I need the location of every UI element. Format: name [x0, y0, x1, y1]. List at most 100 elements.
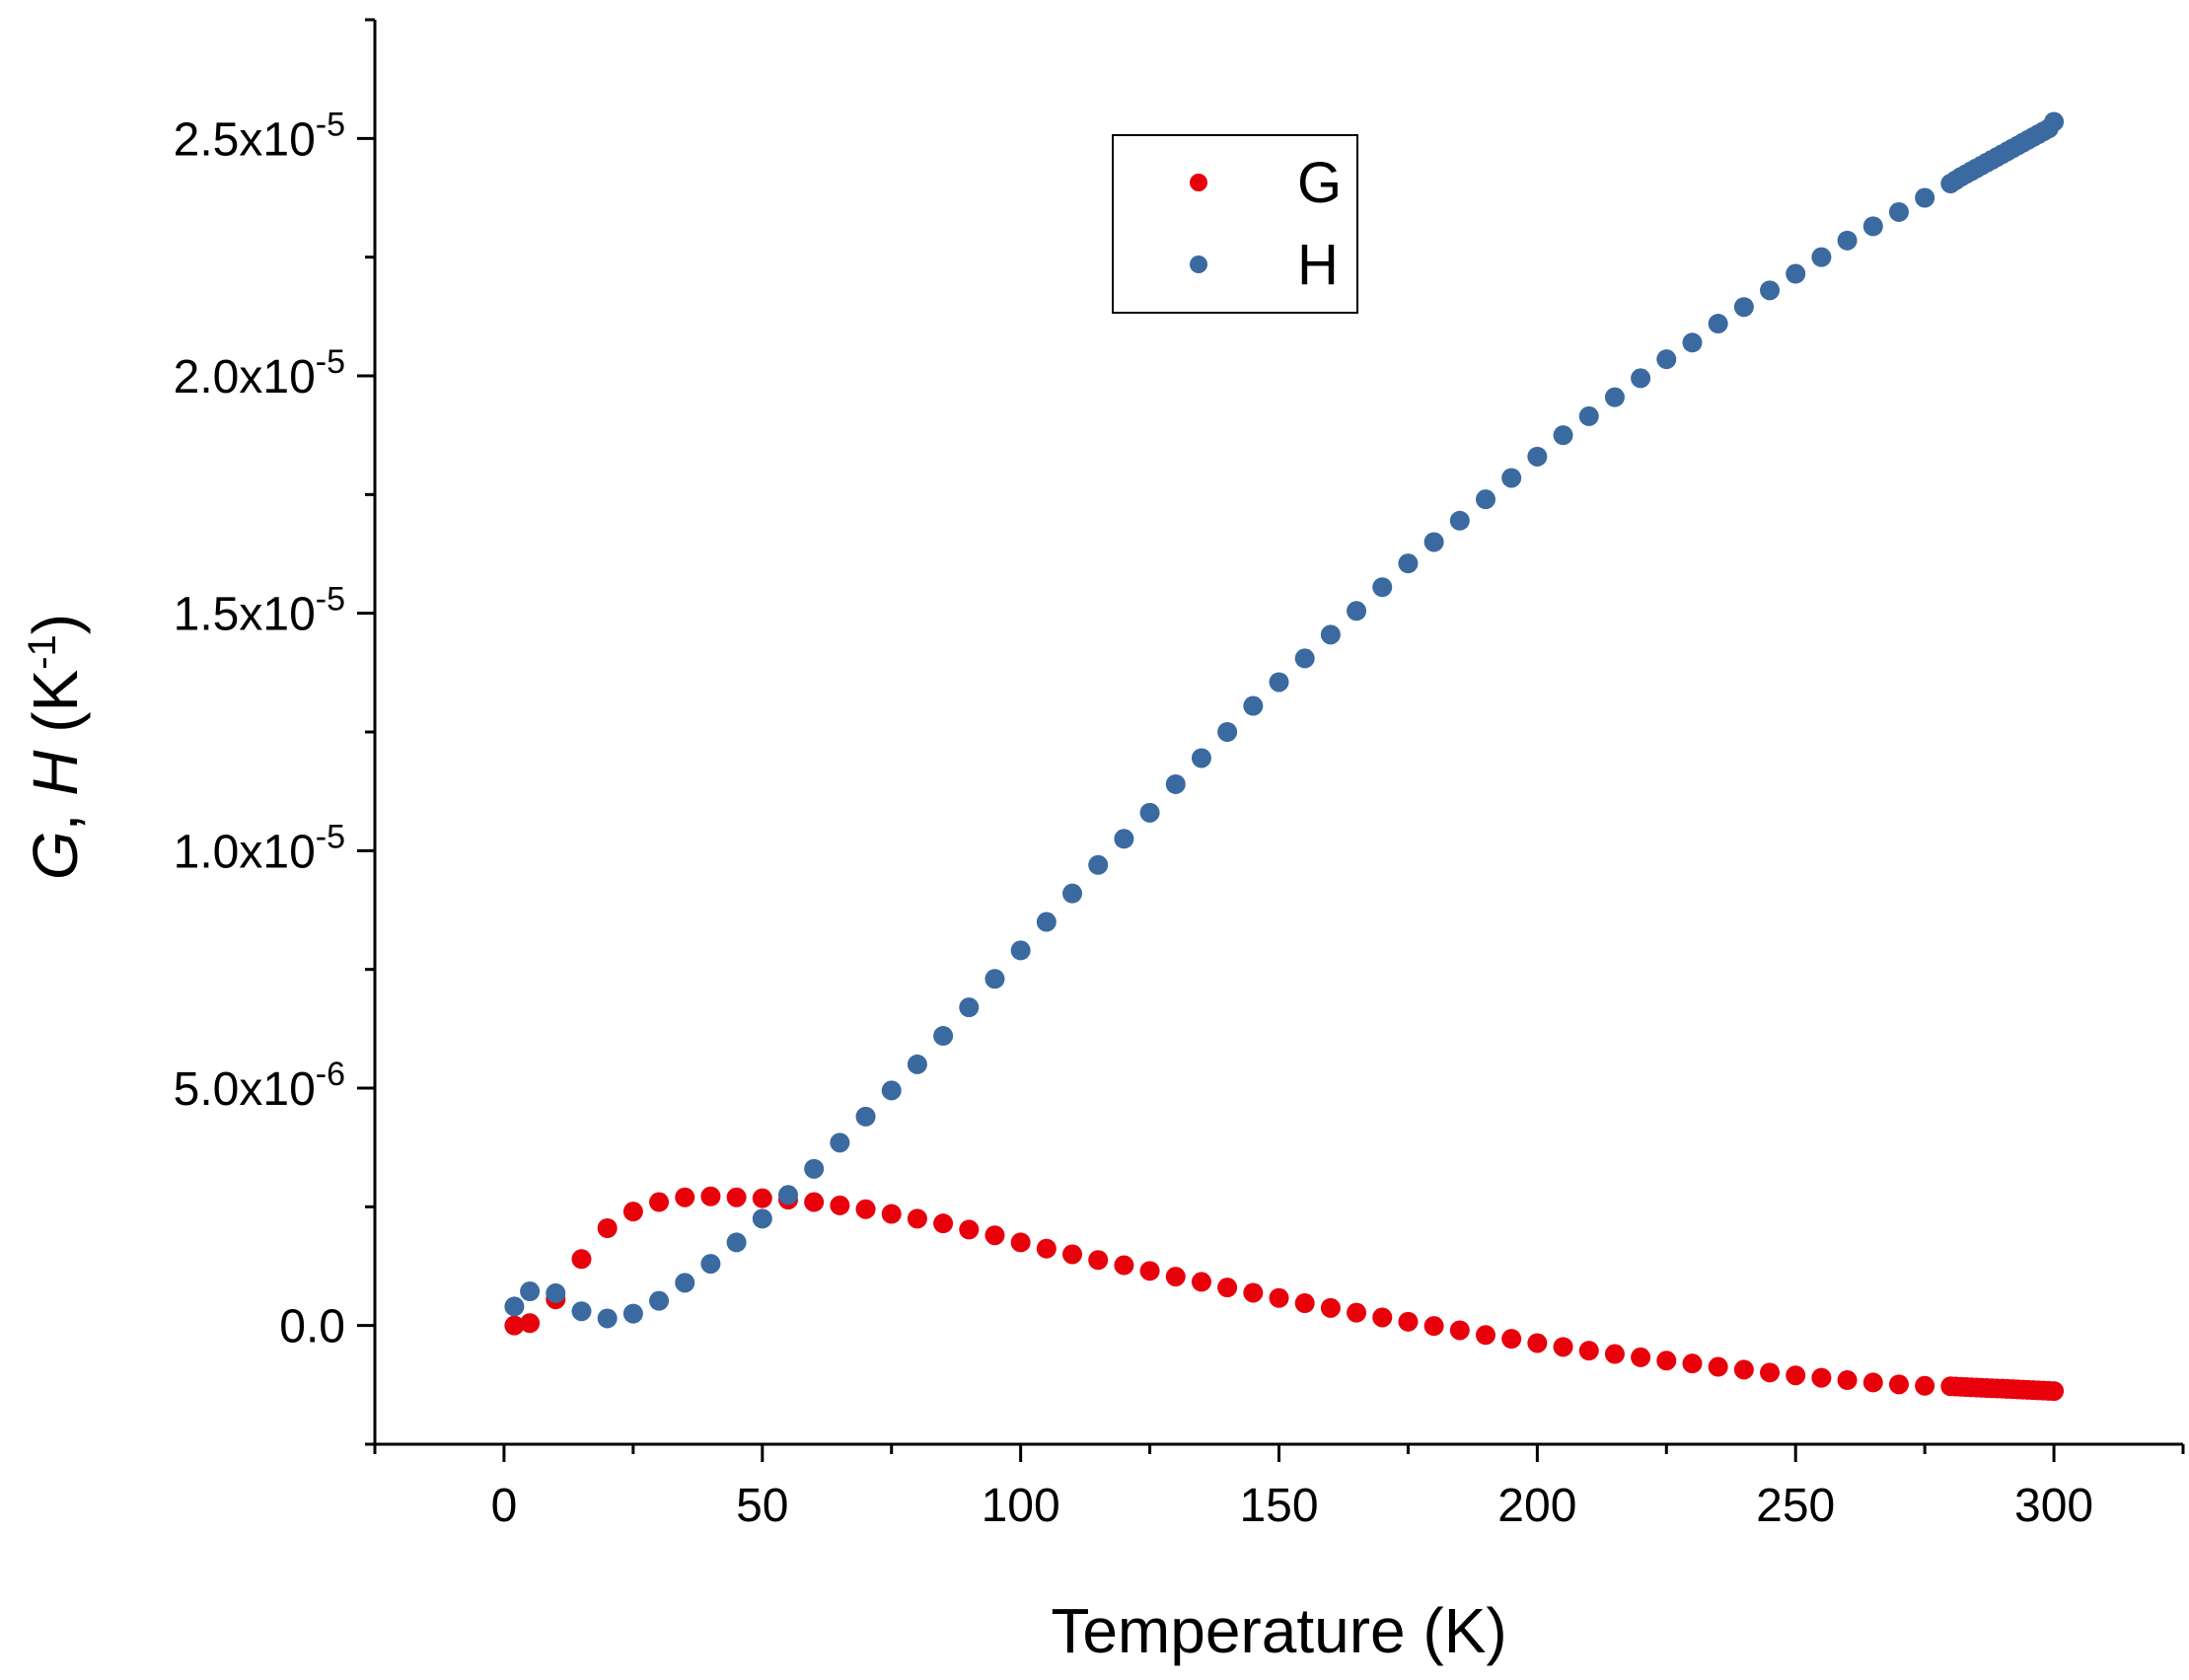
point-g — [1760, 1362, 1781, 1383]
point-h — [1682, 332, 1703, 353]
point-g — [1243, 1282, 1264, 1303]
point-g — [1320, 1297, 1341, 1318]
point-h — [1062, 883, 1083, 904]
point-h — [597, 1308, 618, 1329]
point-h — [1217, 722, 1238, 742]
point-h — [1398, 553, 1419, 574]
plot-area — [504, 111, 2065, 1402]
x-tick-label-100: 100 — [982, 1480, 1060, 1532]
point-h — [1139, 802, 1160, 823]
point-g — [1165, 1267, 1186, 1287]
point-h — [1243, 695, 1264, 716]
legend-marker-h — [1190, 256, 1207, 273]
point-h — [1114, 829, 1134, 849]
point-h — [855, 1106, 876, 1127]
series-g — [504, 1186, 2065, 1402]
point-h — [959, 997, 980, 1018]
point-g — [622, 1202, 643, 1222]
y-tick-label-3: 1.5x10-5 — [174, 581, 345, 641]
x-tick-label-0: 0 — [491, 1480, 518, 1532]
point-g — [1501, 1329, 1522, 1350]
point-g — [1733, 1359, 1754, 1380]
point-h — [1269, 672, 1289, 693]
point-g — [700, 1186, 721, 1206]
point-h — [1786, 263, 1806, 284]
point-h — [1165, 773, 1186, 794]
point-h — [1449, 510, 1470, 531]
point-g — [1656, 1351, 1677, 1371]
point-g — [804, 1192, 825, 1212]
point-h — [1088, 854, 1109, 875]
point-h — [571, 1301, 592, 1322]
point-g — [1786, 1365, 1806, 1386]
x-tick-label-200: 200 — [1497, 1480, 1576, 1532]
point-h — [1915, 187, 1935, 208]
legend-marker-g — [1190, 174, 1207, 191]
point-h — [1475, 489, 1496, 510]
point-g — [1553, 1337, 1573, 1357]
x-tick-label-50: 50 — [736, 1480, 788, 1532]
point-h — [1347, 601, 1367, 621]
point-h — [1372, 577, 1393, 598]
point-h — [1320, 624, 1341, 645]
point-g — [1010, 1232, 1031, 1253]
point-h — [1553, 425, 1573, 446]
point-h — [777, 1185, 798, 1205]
point-h — [1760, 280, 1781, 301]
point-h — [649, 1290, 670, 1311]
point-g — [1837, 1370, 1858, 1391]
point-g — [933, 1213, 954, 1234]
y-axis-title: G, H (K-1) — [20, 614, 91, 880]
x-tick-label-250: 250 — [1756, 1480, 1835, 1532]
point-g — [571, 1249, 592, 1270]
point-g — [881, 1204, 902, 1224]
point-h — [520, 1281, 541, 1302]
point-h — [1501, 468, 1522, 488]
point-h — [726, 1232, 747, 1253]
point-g — [1708, 1356, 1728, 1377]
x-axis: 0 50 100 150 200 250 300 — [373, 1442, 2185, 1532]
point-g — [1217, 1278, 1238, 1298]
point-h — [1837, 230, 1858, 251]
point-h — [2044, 111, 2065, 132]
point-h — [985, 969, 1005, 989]
point-g — [985, 1225, 1005, 1246]
point-g — [1475, 1325, 1496, 1346]
point-g — [1372, 1307, 1393, 1328]
point-h — [1631, 368, 1651, 389]
point-g — [1269, 1287, 1289, 1308]
point-g — [1578, 1341, 1599, 1361]
y-tick-label-1: 5.0x10-6 — [174, 1056, 345, 1116]
point-g — [1114, 1255, 1134, 1276]
legend-box — [1112, 134, 1358, 314]
y-tick-label-2: 1.0x10-5 — [174, 818, 345, 878]
point-h — [1888, 201, 1909, 222]
point-h — [1862, 216, 1883, 237]
point-h — [1191, 748, 1211, 768]
legend-label-h: H — [1297, 233, 1339, 297]
point-h — [700, 1254, 721, 1275]
x-tick-label-150: 150 — [1239, 1480, 1318, 1532]
point-g — [1139, 1261, 1160, 1281]
point-h — [1423, 532, 1444, 552]
x-axis-title: Temperature (K) — [1051, 1595, 1506, 1666]
point-h — [881, 1080, 902, 1101]
point-h — [622, 1303, 643, 1324]
point-g — [1888, 1374, 1909, 1395]
point-h — [804, 1158, 825, 1179]
point-h — [1527, 446, 1548, 467]
point-h — [1604, 387, 1625, 407]
point-g — [1294, 1293, 1315, 1314]
point-g — [1036, 1238, 1057, 1259]
point-h — [907, 1054, 927, 1074]
point-g — [855, 1199, 876, 1219]
point-g — [1347, 1302, 1367, 1323]
point-g — [752, 1188, 772, 1208]
point-g — [907, 1208, 927, 1229]
point-h — [752, 1208, 772, 1229]
legend: G H — [1112, 134, 1358, 314]
point-g — [597, 1217, 618, 1238]
point-g — [1449, 1320, 1470, 1341]
